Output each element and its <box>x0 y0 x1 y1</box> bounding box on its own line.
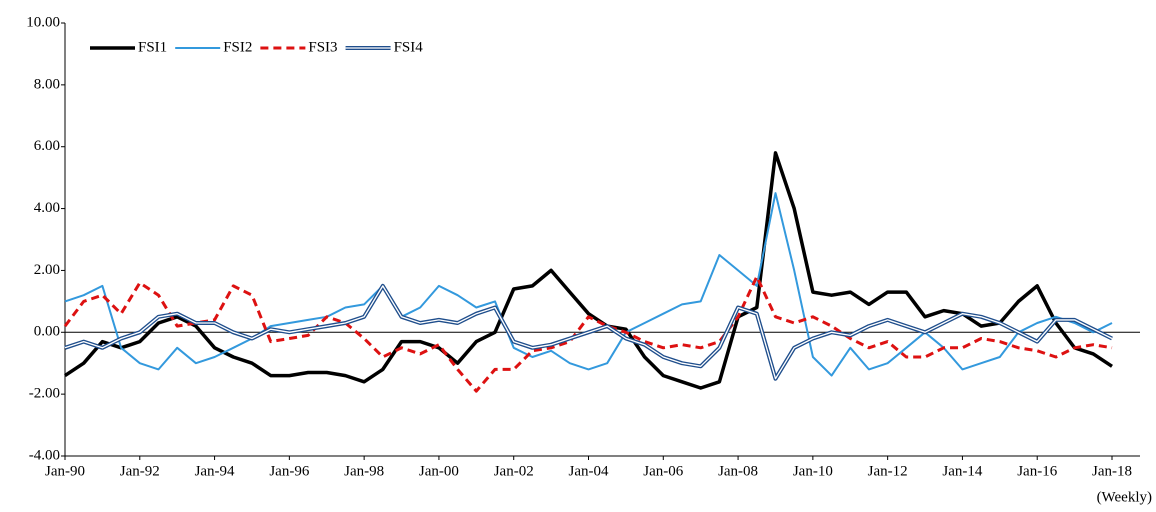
x-tick-label: Jan-10 <box>793 463 833 479</box>
x-tick-label: Jan-04 <box>569 463 609 479</box>
x-tick-label: Jan-06 <box>643 463 683 479</box>
y-tick-label: -4.00 <box>29 447 60 463</box>
legend-label: FSI3 <box>308 39 337 55</box>
x-tick-label: Jan-16 <box>1017 463 1057 479</box>
series-line <box>63 275 1113 393</box>
x-tick-label: Jan-90 <box>45 463 85 479</box>
y-tick-label: 0.00 <box>34 324 60 340</box>
x-tick-label: Jan-18 <box>1092 463 1132 479</box>
series-line <box>64 192 1113 377</box>
x-tick-label: Jan-96 <box>269 463 309 479</box>
y-tick-label: 8.00 <box>34 76 60 92</box>
x-tick-label: Jan-98 <box>344 463 384 479</box>
x-tick-label: Jan-00 <box>419 463 459 479</box>
series-line <box>64 151 1113 390</box>
x-axis-label: (Weekly) <box>1097 489 1152 505</box>
x-tick-label: Jan-08 <box>718 463 758 479</box>
y-tick-label: 10.00 <box>26 14 60 30</box>
x-tick-label: Jan-02 <box>494 463 534 479</box>
x-tick-label: Jan-12 <box>868 463 908 479</box>
y-tick-label: 2.00 <box>34 262 60 278</box>
series-line-inner <box>64 285 1113 380</box>
legend-label: FSI4 <box>394 39 424 55</box>
legend-label: FSI2 <box>223 39 252 55</box>
x-tick-label: Jan-92 <box>120 463 160 479</box>
x-tick-label: Jan-14 <box>942 463 982 479</box>
legend-label: FSI1 <box>138 39 167 55</box>
y-tick-label: 6.00 <box>34 138 60 154</box>
x-tick-label: Jan-94 <box>195 463 235 479</box>
y-tick-label: -2.00 <box>29 386 60 402</box>
y-tick-label: 4.00 <box>34 200 60 216</box>
